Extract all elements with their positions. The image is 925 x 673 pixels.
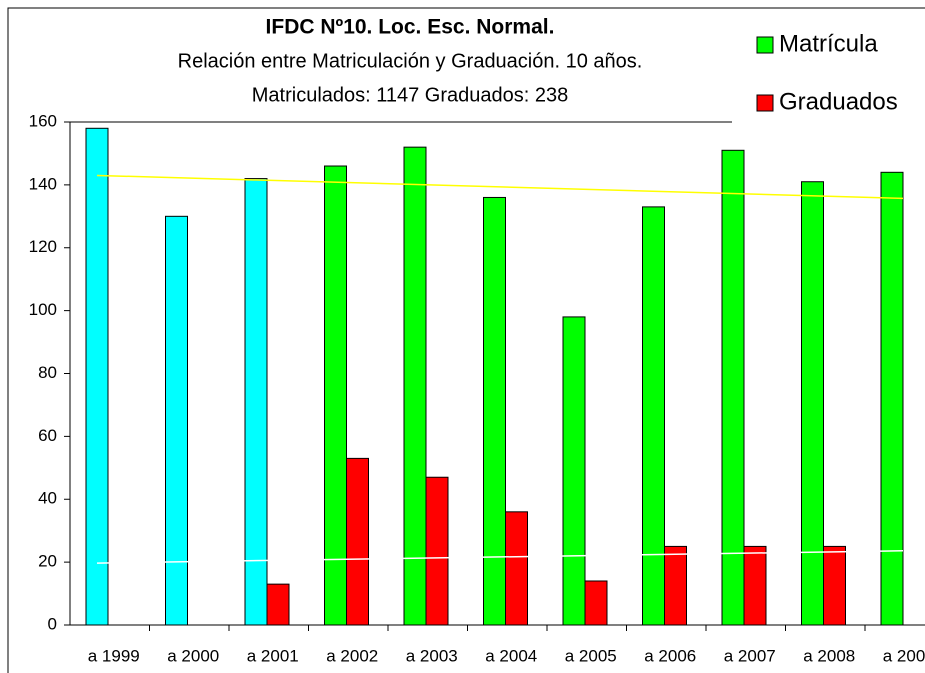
chart-subtitle: Relación entre Matriculación y Graduació… (178, 50, 643, 72)
y-tick-label: 20 (38, 552, 57, 571)
y-tick-label: 60 (38, 426, 57, 445)
x-tick-label: a 2008 (803, 646, 855, 665)
x-tick-label: a 2003 (406, 646, 458, 665)
x-tick-label: a 2006 (644, 646, 696, 665)
bar (584, 580, 608, 626)
x-tick-label: a 2009 (883, 646, 925, 665)
y-tick-label: 40 (38, 489, 57, 508)
y-tick-label: 160 (29, 111, 57, 130)
chart-subtitle: Matriculados: 1147 Graduados: 238 (252, 84, 569, 106)
legend-swatch (756, 94, 774, 112)
bar (346, 457, 369, 626)
trend-line (96, 550, 904, 564)
x-tick-label: a 2001 (247, 646, 299, 665)
x-tick-label: a 2000 (167, 646, 219, 665)
chart-title: IFDC Nº10. Loc. Esc. Normal. (266, 16, 555, 39)
bar (425, 476, 449, 626)
bar (743, 545, 767, 626)
trend-line (96, 174, 904, 200)
y-tick-label: 80 (38, 363, 57, 382)
y-tick-label: 0 (48, 614, 57, 633)
x-tick-label: a 2004 (485, 646, 537, 665)
x-tick-label: a 1999 (88, 646, 140, 665)
y-tick-label: 120 (29, 237, 57, 256)
bar (642, 206, 665, 626)
bar (664, 545, 687, 626)
bar (266, 583, 290, 626)
bar (403, 146, 427, 626)
bar (483, 196, 506, 626)
bar (324, 165, 347, 626)
x-tick-label: a 2002 (326, 646, 378, 665)
bar (721, 149, 745, 626)
bar (823, 545, 846, 626)
bar (165, 215, 188, 626)
bar (880, 171, 904, 626)
bar (85, 127, 109, 626)
x-tick-label: a 2005 (565, 646, 617, 665)
bar (505, 511, 528, 626)
y-tick-label: 140 (29, 174, 57, 193)
legend-swatch (756, 36, 774, 54)
bar (801, 181, 824, 626)
legend-label: Graduados (779, 88, 898, 115)
legend-label: Matrícula (779, 30, 878, 57)
x-tick-label: a 2007 (724, 646, 776, 665)
bar (562, 316, 586, 626)
bar (244, 178, 268, 626)
y-tick-label: 100 (29, 300, 57, 319)
